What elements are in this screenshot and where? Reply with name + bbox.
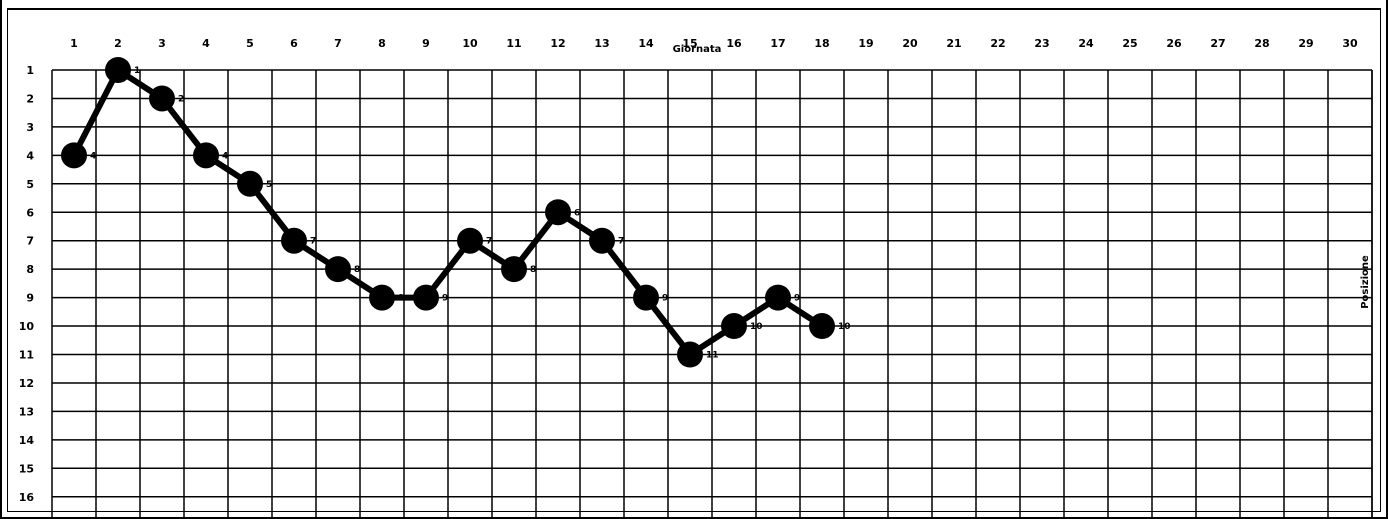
x-tick-label: 29 [1298, 37, 1313, 50]
data-point [61, 142, 87, 169]
series-position: 4 1 2 4 5 7 8 9 9 7 8 6 7 9 11 10 9 10 [61, 57, 851, 368]
x-tick-label: 6 [290, 37, 298, 50]
y-tick-label: 4 [26, 149, 34, 162]
x-tick-labels: 1 2 3 4 5 6 7 8 9 10 11 12 13 14 15 16 17 18 19 20 21 22 23 24 2… [70, 37, 1358, 50]
data-label: 2 [178, 94, 184, 104]
data-point [545, 199, 571, 226]
y-tick-label: 10 [19, 320, 35, 333]
y-tick-label: 5 [26, 178, 34, 191]
data-label: 6 [574, 208, 580, 218]
data-label: 7 [486, 237, 492, 247]
x-tick-label: 13 [594, 37, 609, 50]
x-tick-label: 16 [726, 37, 742, 50]
data-label: 1 [134, 66, 140, 76]
data-point [457, 227, 483, 254]
data-label: 4 [90, 151, 96, 161]
data-label: 9 [662, 294, 668, 304]
data-label: 7 [618, 237, 624, 247]
data-point [501, 256, 527, 283]
data-point [325, 256, 351, 283]
data-label: 8 [530, 265, 536, 275]
x-tick-label: 28 [1254, 37, 1269, 50]
x-tick-label: 8 [378, 37, 386, 50]
data-label: 11 [706, 351, 719, 361]
data-label: 9 [794, 294, 800, 304]
data-label: 9 [398, 294, 404, 304]
x-tick-label: 24 [1078, 37, 1094, 50]
data-point [721, 313, 747, 340]
x-tick-label: 3 [158, 37, 166, 50]
y-tick-label: 2 [26, 92, 34, 105]
chart-border [7, 8, 1381, 512]
x-tick-label: 14 [638, 37, 654, 50]
data-point [589, 227, 615, 254]
y-tick-label: 15 [19, 462, 34, 475]
x-tick-label: 25 [1122, 37, 1137, 50]
y-axis-label: Posizione [1360, 255, 1371, 309]
y-tick-label: 8 [26, 263, 34, 276]
data-point [413, 284, 439, 311]
data-point [105, 57, 131, 83]
x-tick-label: 18 [814, 37, 829, 50]
x-tick-label: 10 [462, 37, 478, 50]
x-tick-label: 20 [902, 37, 918, 50]
x-tick-label: 15 [682, 37, 697, 50]
x-tick-label: 5 [246, 37, 254, 50]
x-tick-label: 26 [1166, 37, 1182, 50]
x-tick-label: 9 [422, 37, 430, 50]
y-tick-label: 6 [26, 206, 34, 219]
data-point [193, 142, 219, 169]
x-tick-label: 19 [858, 37, 873, 50]
data-point [369, 284, 395, 311]
y-tick-label: 7 [26, 235, 34, 248]
data-label: 4 [222, 151, 228, 161]
data-label: 10 [750, 322, 763, 332]
x-tick-label: 12 [550, 37, 565, 50]
x-tick-label: 1 [70, 37, 78, 50]
x-tick-label: 23 [1034, 37, 1049, 50]
data-point [809, 313, 835, 340]
y-tick-label: 9 [26, 292, 34, 305]
x-tick-label: 30 [1342, 37, 1358, 50]
data-point [149, 85, 175, 112]
x-tick-label: 21 [946, 37, 961, 50]
x-tick-label: 7 [334, 37, 342, 50]
x-tick-label: 4 [202, 37, 210, 50]
x-axis-label: Giornata [673, 44, 722, 55]
y-tick-label: 16 [19, 491, 35, 504]
data-label: 9 [442, 294, 448, 304]
x-tick-label: 11 [506, 37, 521, 50]
y-tick-label: 14 [19, 434, 35, 447]
x-tick-label: 2 [114, 37, 122, 50]
grid [51, 69, 1373, 519]
x-tick-label: 22 [990, 37, 1005, 50]
data-label: 8 [354, 265, 360, 275]
data-point [765, 284, 791, 311]
data-label: 5 [266, 180, 272, 190]
data-point [633, 284, 659, 311]
y-tick-label: 12 [19, 377, 34, 390]
x-tick-label: 17 [770, 37, 785, 50]
data-label: 10 [838, 322, 851, 332]
x-tick-label: 27 [1210, 37, 1225, 50]
y-tick-label: 3 [26, 121, 34, 134]
y-tick-label: 13 [19, 405, 34, 418]
data-point [237, 170, 263, 197]
data-point [281, 227, 307, 254]
y-tick-label: 1 [26, 64, 34, 77]
data-point [677, 341, 703, 368]
data-label: 7 [310, 237, 316, 247]
y-tick-label: 11 [19, 349, 34, 362]
